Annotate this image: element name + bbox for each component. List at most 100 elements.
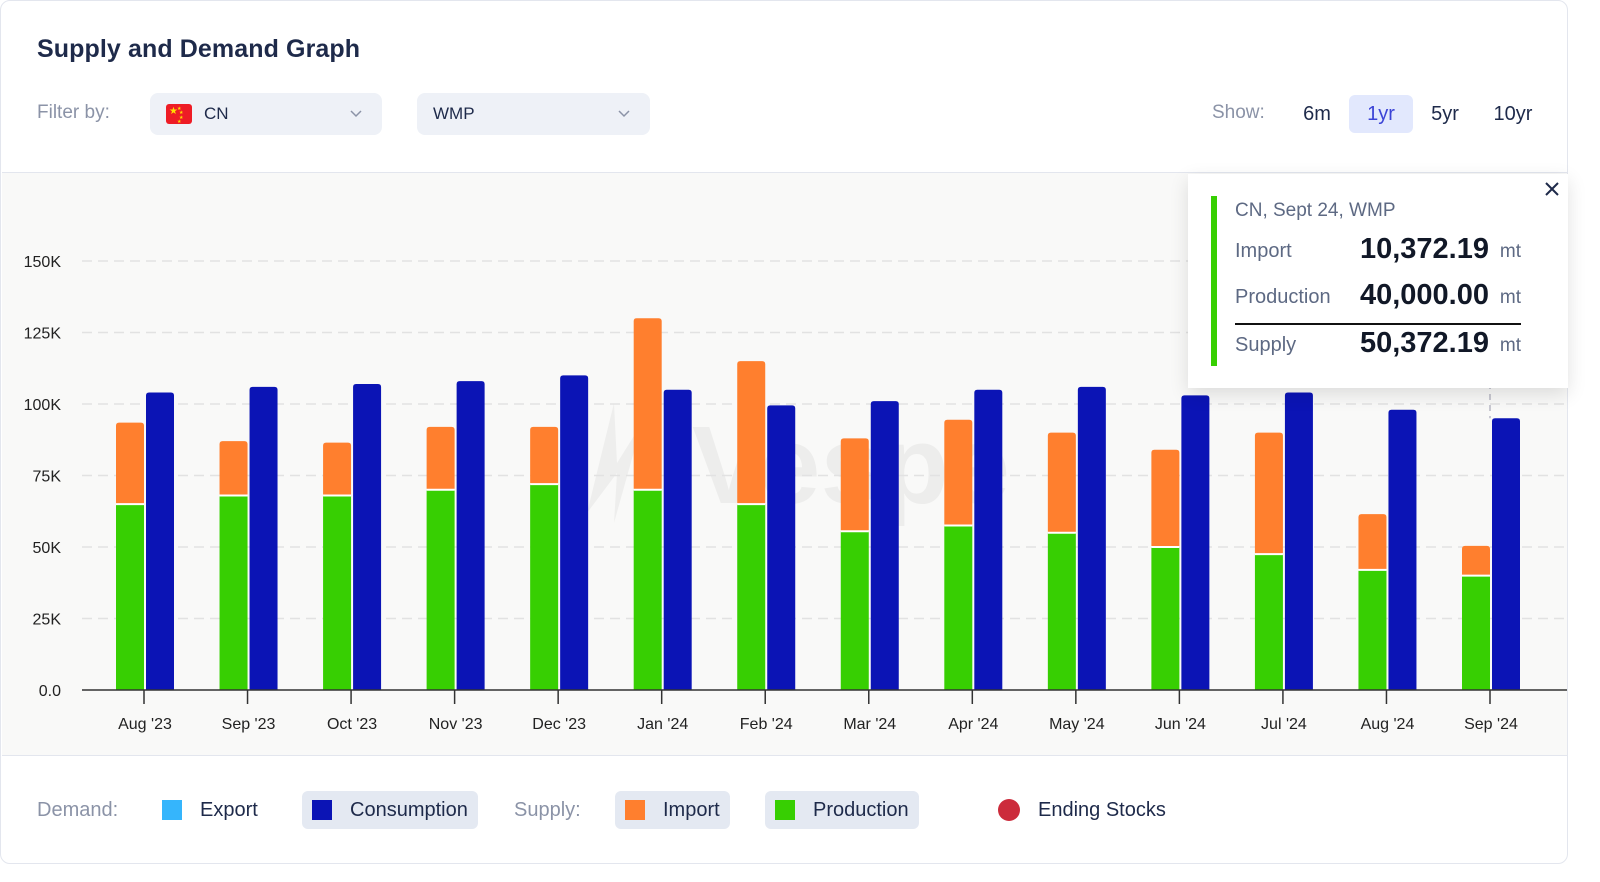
tooltip-unit: mt <box>1499 287 1521 308</box>
tooltip-divider <box>1235 323 1521 325</box>
bar-production[interactable] <box>1462 575 1490 690</box>
bar-consumption[interactable] <box>1388 409 1417 690</box>
bar-import[interactable] <box>116 422 144 504</box>
chevron-down-icon <box>618 110 630 118</box>
tooltip-label: Import <box>1235 240 1292 262</box>
show-label: Show: <box>1212 102 1265 123</box>
bar-import[interactable] <box>633 318 662 489</box>
bar-consumption[interactable] <box>353 383 382 690</box>
bar-production[interactable] <box>633 489 662 690</box>
bar-import[interactable] <box>737 361 766 504</box>
tooltip-value: 10,372.19 <box>1359 233 1489 265</box>
bar-import[interactable] <box>1254 432 1283 554</box>
bar-consumption[interactable] <box>663 389 692 690</box>
tooltip-unit: mt <box>1499 241 1521 262</box>
consumption-swatch <box>312 800 332 820</box>
bar-import[interactable] <box>530 426 559 484</box>
filter-label: Filter by: <box>37 102 110 123</box>
legend-ending-stocks[interactable]: Ending Stocks <box>988 791 1176 829</box>
bar-consumption[interactable] <box>146 392 174 690</box>
bar-import[interactable] <box>944 419 973 525</box>
x-tick-label: Sep '23 <box>222 716 276 733</box>
x-tick-label: Oct '23 <box>327 716 377 733</box>
demand-legend-label: Demand: <box>37 799 119 821</box>
bar-production[interactable] <box>116 504 144 690</box>
export-swatch <box>162 800 182 820</box>
bar-import[interactable] <box>426 426 455 489</box>
tooltip-value: 40,000.00 <box>1359 279 1489 311</box>
bar-production[interactable] <box>323 495 352 690</box>
y-tick-label: 75K <box>33 469 62 486</box>
range-6m-button[interactable]: 6m <box>1303 102 1331 125</box>
bar-import[interactable] <box>1462 545 1490 575</box>
bar-import[interactable] <box>1151 449 1180 546</box>
range-1yr-button[interactable]: 1yr <box>1349 95 1413 133</box>
x-tick-label: May '24 <box>1049 716 1105 733</box>
y-tick-label: 0.0 <box>39 683 61 700</box>
bar-import[interactable] <box>1358 514 1387 569</box>
x-tick-label: Sep '24 <box>1464 716 1518 733</box>
bar-production[interactable] <box>840 531 869 690</box>
bar-production[interactable] <box>219 495 248 690</box>
bar-consumption[interactable] <box>1181 395 1210 690</box>
bar-consumption[interactable] <box>1492 418 1520 690</box>
legend-import[interactable]: Import <box>615 791 730 829</box>
page-title: Supply and Demand Graph <box>37 35 361 63</box>
bar-import[interactable] <box>840 438 869 531</box>
tooltip-unit: mt <box>1499 335 1521 356</box>
bar-production[interactable] <box>426 489 455 690</box>
bar-production[interactable] <box>1254 554 1283 690</box>
bar-consumption[interactable] <box>1077 386 1106 690</box>
x-tick-label: Aug '24 <box>1361 716 1415 733</box>
bar-consumption[interactable] <box>560 375 589 690</box>
bar-production[interactable] <box>530 484 559 690</box>
x-tick-label: Apr '24 <box>948 716 998 733</box>
tooltip-heading: CN, Sept 24, WMP <box>1235 200 1396 221</box>
bar-production[interactable] <box>737 504 766 690</box>
x-tick-label: Jan '24 <box>637 716 688 733</box>
range-5yr-button[interactable]: 5yr <box>1431 102 1459 125</box>
legend-consumption[interactable]: Consumption <box>302 791 478 829</box>
bar-import[interactable] <box>323 442 352 495</box>
product-select-value: WMP <box>433 104 475 123</box>
supply-demand-card: Supply and Demand Graph Filter by: ★ ★ ★… <box>0 0 1568 864</box>
x-tick-label: Aug '23 <box>118 716 172 733</box>
data-tooltip: CN, Sept 24, WMP Import 10,372.19 mt Pro… <box>1188 174 1568 388</box>
product-select[interactable]: WMP <box>417 93 650 135</box>
chevron-down-icon <box>350 110 362 118</box>
tooltip-label: Supply <box>1235 334 1297 356</box>
x-tick-label: Mar '24 <box>843 716 896 733</box>
close-tooltip-icon[interactable] <box>1541 178 1563 200</box>
x-tick-label: Jun '24 <box>1155 716 1206 733</box>
bar-consumption[interactable] <box>767 405 796 690</box>
tooltip-row-import: Import 10,372.19 mt <box>1235 233 1521 267</box>
china-flag-icon: ★ ★ ★ ★ ★ <box>166 104 192 125</box>
bar-consumption[interactable] <box>974 389 1003 690</box>
legend-ending-stocks-label: Ending Stocks <box>1038 798 1166 821</box>
legend-import-label: Import <box>663 798 720 821</box>
bar-consumption[interactable] <box>870 401 899 690</box>
import-swatch <box>625 800 645 820</box>
legend-production[interactable]: Production <box>765 791 919 829</box>
legend-export[interactable]: Export <box>152 791 268 829</box>
x-tick-label: Dec '23 <box>532 716 586 733</box>
bar-import[interactable] <box>1047 432 1076 532</box>
bar-consumption[interactable] <box>1284 392 1313 690</box>
bar-consumption[interactable] <box>249 386 278 690</box>
bar-production[interactable] <box>944 525 973 690</box>
bar-production[interactable] <box>1358 569 1387 690</box>
bar-import[interactable] <box>219 441 248 495</box>
bar-production[interactable] <box>1047 532 1076 690</box>
bar-production[interactable] <box>1151 547 1180 690</box>
tooltip-row-production: Production 40,000.00 mt <box>1235 279 1521 313</box>
bar-consumption[interactable] <box>456 381 485 690</box>
y-tick-label: 25K <box>33 612 62 629</box>
range-10yr-button[interactable]: 10yr <box>1493 102 1533 125</box>
x-tick-label: Jul '24 <box>1261 716 1307 733</box>
production-swatch <box>775 800 795 820</box>
legend-export-label: Export <box>200 798 258 821</box>
country-select[interactable]: ★ ★ ★ ★ ★ CN <box>150 93 382 135</box>
y-tick-label: 125K <box>24 326 62 343</box>
y-tick-label: 50K <box>33 540 62 557</box>
